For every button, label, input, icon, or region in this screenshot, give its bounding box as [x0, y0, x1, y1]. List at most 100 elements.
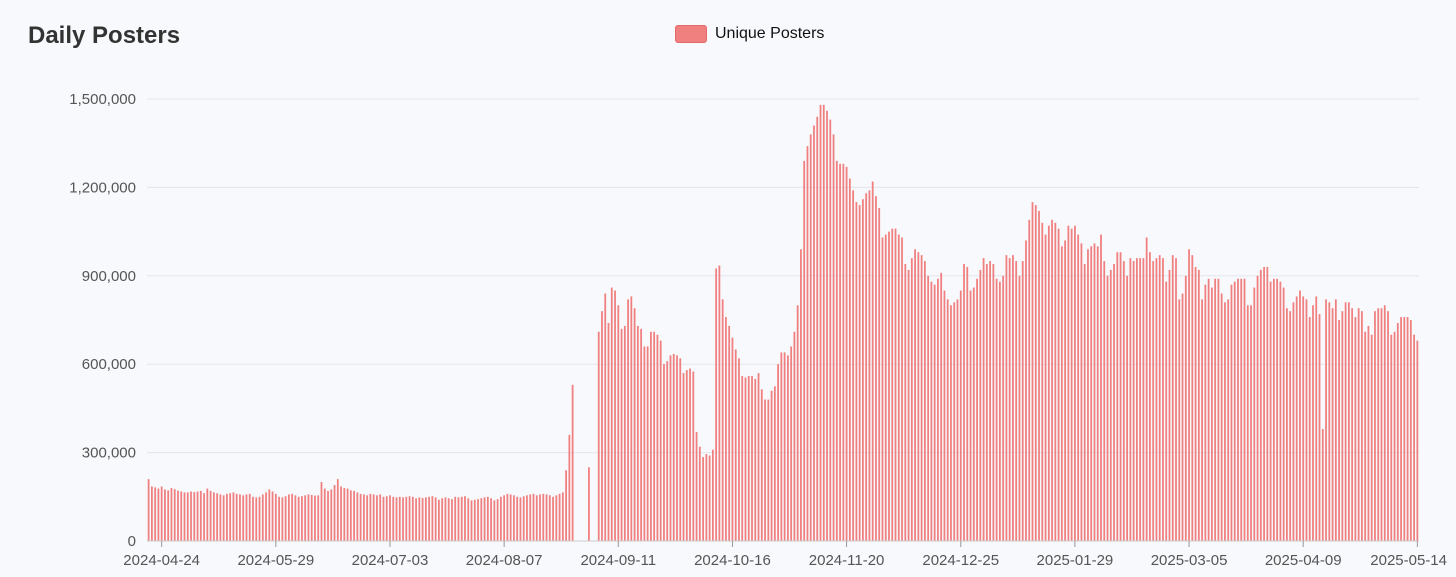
- bar[interactable]: [405, 496, 408, 541]
- bar[interactable]: [1302, 296, 1305, 541]
- bar[interactable]: [845, 166, 848, 541]
- bar[interactable]: [757, 373, 760, 541]
- bar[interactable]: [444, 497, 447, 541]
- bar[interactable]: [1354, 317, 1357, 541]
- bar[interactable]: [503, 495, 506, 541]
- bar[interactable]: [1080, 243, 1083, 541]
- bar[interactable]: [1230, 284, 1233, 541]
- bar[interactable]: [203, 493, 205, 541]
- bar[interactable]: [1109, 269, 1112, 541]
- bar[interactable]: [1158, 255, 1161, 542]
- bar[interactable]: [790, 346, 793, 541]
- bar[interactable]: [526, 495, 528, 541]
- bar[interactable]: [486, 496, 489, 541]
- bar[interactable]: [676, 355, 678, 541]
- bar[interactable]: [255, 497, 258, 541]
- bar[interactable]: [607, 322, 610, 541]
- bar[interactable]: [1409, 320, 1412, 541]
- bar[interactable]: [1129, 258, 1132, 541]
- bar[interactable]: [1325, 299, 1327, 541]
- bar[interactable]: [353, 490, 355, 541]
- bar[interactable]: [548, 495, 551, 541]
- bar[interactable]: [209, 490, 212, 541]
- bar[interactable]: [777, 364, 779, 541]
- bar[interactable]: [809, 134, 812, 542]
- bar[interactable]: [333, 485, 336, 541]
- bar[interactable]: [852, 190, 855, 541]
- bar[interactable]: [330, 489, 333, 541]
- bar[interactable]: [506, 493, 509, 541]
- bar[interactable]: [1406, 317, 1409, 541]
- bar[interactable]: [1064, 240, 1067, 541]
- bar[interactable]: [816, 116, 819, 542]
- bar[interactable]: [1106, 275, 1109, 541]
- bar[interactable]: [252, 496, 254, 541]
- bar[interactable]: [829, 119, 832, 541]
- bar[interactable]: [793, 331, 796, 541]
- bar[interactable]: [946, 299, 949, 541]
- bar[interactable]: [1012, 255, 1014, 542]
- bar[interactable]: [914, 249, 916, 541]
- bar[interactable]: [1077, 234, 1080, 542]
- bar[interactable]: [933, 284, 936, 541]
- bar[interactable]: [164, 489, 166, 541]
- bar[interactable]: [751, 375, 753, 541]
- bar[interactable]: [1315, 296, 1318, 541]
- bar[interactable]: [1396, 322, 1399, 541]
- bar[interactable]: [1070, 228, 1073, 541]
- bar[interactable]: [1005, 255, 1008, 542]
- bar[interactable]: [1328, 302, 1331, 541]
- bar[interactable]: [304, 495, 307, 541]
- bar[interactable]: [513, 495, 515, 541]
- bar[interactable]: [385, 496, 388, 541]
- bar[interactable]: [1116, 252, 1119, 542]
- bar[interactable]: [999, 281, 1001, 541]
- bar[interactable]: [359, 493, 362, 541]
- bar[interactable]: [470, 500, 473, 541]
- bar[interactable]: [545, 494, 548, 541]
- bar[interactable]: [1289, 311, 1292, 541]
- bar[interactable]: [408, 496, 411, 541]
- bar[interactable]: [441, 498, 444, 541]
- bar[interactable]: [297, 496, 300, 541]
- bar[interactable]: [568, 434, 571, 541]
- bar[interactable]: [832, 134, 835, 542]
- bar[interactable]: [402, 497, 404, 541]
- bar[interactable]: [943, 290, 946, 541]
- bar[interactable]: [1292, 302, 1295, 541]
- bar[interactable]: [392, 496, 395, 541]
- bar[interactable]: [1122, 261, 1125, 541]
- bar[interactable]: [1250, 305, 1252, 541]
- bar[interactable]: [1207, 278, 1210, 541]
- bar[interactable]: [154, 487, 157, 541]
- bar[interactable]: [969, 290, 972, 541]
- bar[interactable]: [1383, 305, 1386, 541]
- bar[interactable]: [447, 498, 450, 541]
- bar[interactable]: [1113, 264, 1115, 541]
- bar[interactable]: [1299, 290, 1301, 541]
- bar[interactable]: [274, 493, 277, 541]
- bar[interactable]: [623, 325, 626, 541]
- bar[interactable]: [1334, 299, 1337, 541]
- bar[interactable]: [529, 494, 532, 541]
- bar[interactable]: [212, 492, 215, 541]
- bar[interactable]: [708, 455, 711, 541]
- bar[interactable]: [617, 305, 620, 541]
- bar[interactable]: [976, 278, 978, 541]
- bar[interactable]: [473, 499, 476, 541]
- bar[interactable]: [601, 311, 603, 541]
- bar[interactable]: [715, 268, 718, 541]
- bar[interactable]: [1253, 287, 1256, 541]
- bar[interactable]: [702, 457, 704, 541]
- bar[interactable]: [369, 493, 372, 541]
- bar[interactable]: [1132, 261, 1135, 541]
- bar[interactable]: [284, 496, 287, 541]
- bar[interactable]: [1119, 252, 1122, 542]
- bar[interactable]: [542, 493, 545, 541]
- bar[interactable]: [1374, 311, 1376, 541]
- bar[interactable]: [467, 498, 470, 541]
- bar[interactable]: [147, 479, 150, 541]
- bar[interactable]: [1152, 261, 1155, 541]
- bar[interactable]: [1286, 308, 1288, 541]
- bar[interactable]: [281, 497, 284, 541]
